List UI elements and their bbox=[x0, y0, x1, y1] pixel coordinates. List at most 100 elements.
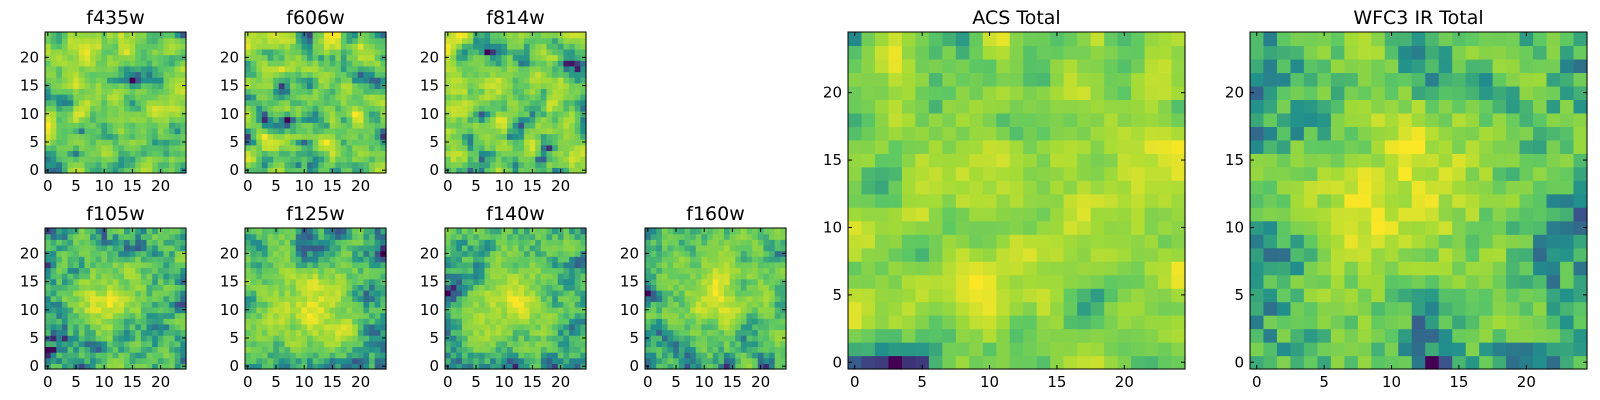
y-tick-label: 5 bbox=[229, 329, 239, 347]
heatmap-cell bbox=[123, 43, 131, 50]
heatmap-cell bbox=[569, 122, 576, 129]
heatmap-cell bbox=[50, 312, 57, 319]
heatmap-cell bbox=[301, 244, 308, 252]
heatmap-cell bbox=[169, 346, 176, 353]
heatmap-cell bbox=[90, 273, 97, 280]
heatmap-cell bbox=[318, 312, 325, 319]
heatmap-cell bbox=[512, 323, 519, 331]
heatmap-cell bbox=[340, 239, 348, 246]
heatmap-cell bbox=[684, 295, 691, 302]
heatmap-cell bbox=[1063, 301, 1078, 316]
heatmap-cell bbox=[955, 261, 970, 276]
heatmap-cell bbox=[112, 250, 119, 257]
heatmap-cell bbox=[690, 250, 697, 257]
heatmap-cell bbox=[1063, 193, 1078, 208]
heatmap-cell bbox=[888, 207, 903, 222]
heatmap-cell bbox=[335, 37, 342, 44]
heatmap-cell bbox=[95, 239, 102, 246]
heatmap-cell bbox=[461, 139, 469, 146]
heatmap-cell bbox=[174, 278, 181, 285]
heatmap-cell bbox=[1050, 328, 1065, 343]
heatmap-cell bbox=[323, 267, 331, 274]
heatmap-cell bbox=[701, 295, 708, 302]
heatmap-cell bbox=[507, 144, 514, 152]
heatmap-cell bbox=[769, 312, 776, 319]
heatmap-cell bbox=[135, 261, 142, 269]
heatmap-cell bbox=[273, 150, 280, 157]
heatmap-cell bbox=[563, 318, 570, 325]
heatmap-cell bbox=[1063, 247, 1078, 262]
heatmap-cell bbox=[473, 340, 480, 348]
heatmap-cell bbox=[307, 318, 314, 325]
heatmap-cell bbox=[140, 122, 148, 129]
heatmap-cell bbox=[656, 290, 663, 297]
heatmap-cell bbox=[335, 94, 342, 101]
heatmap-cell bbox=[335, 239, 342, 246]
heatmap-cell bbox=[152, 133, 159, 140]
heatmap-cell bbox=[346, 352, 353, 359]
heatmap-cell bbox=[569, 65, 576, 73]
heatmap-cell bbox=[380, 323, 387, 331]
heatmap-cell bbox=[374, 273, 381, 280]
heatmap-cell bbox=[473, 139, 480, 146]
heatmap-cell bbox=[540, 284, 548, 291]
heatmap-cell bbox=[357, 77, 365, 84]
heatmap-cell bbox=[718, 284, 725, 291]
heatmap-cell bbox=[678, 261, 686, 269]
heatmap-cell bbox=[363, 273, 370, 280]
heatmap-cell bbox=[495, 357, 502, 364]
heatmap-cell bbox=[95, 60, 102, 67]
heatmap-cell bbox=[284, 357, 291, 364]
heatmap-cell bbox=[312, 273, 319, 280]
heatmap-cell bbox=[312, 363, 319, 370]
heatmap-cell bbox=[695, 267, 702, 274]
heatmap-cell bbox=[357, 105, 365, 112]
heatmap-cell bbox=[569, 340, 576, 348]
heatmap-cell bbox=[73, 267, 80, 274]
heatmap-cell bbox=[650, 273, 657, 280]
heatmap-cell bbox=[323, 127, 331, 135]
heatmap-cell bbox=[157, 301, 165, 308]
heatmap-cell bbox=[656, 233, 663, 240]
heatmap-cell bbox=[735, 363, 742, 370]
heatmap-cell bbox=[563, 323, 570, 331]
heatmap-cell bbox=[140, 105, 148, 112]
heatmap-cell bbox=[112, 167, 119, 174]
heatmap-cell bbox=[982, 220, 997, 235]
heatmap-cell bbox=[518, 273, 525, 280]
heatmap-cell bbox=[574, 37, 581, 44]
heatmap-cell bbox=[718, 312, 725, 319]
heatmap-cell bbox=[580, 77, 587, 84]
heatmap-cell bbox=[690, 278, 697, 285]
heatmap-cell bbox=[1117, 274, 1132, 289]
heatmap-cell bbox=[380, 71, 387, 78]
heatmap-cell bbox=[874, 274, 890, 289]
heatmap-cell bbox=[250, 167, 257, 174]
heatmap-cell bbox=[84, 363, 91, 370]
heatmap-cell bbox=[374, 94, 381, 101]
heatmap-cell bbox=[563, 105, 570, 112]
heatmap-cell bbox=[380, 94, 387, 101]
heatmap-cell bbox=[123, 239, 131, 246]
heatmap-cell bbox=[295, 244, 302, 252]
heatmap-cell bbox=[746, 284, 753, 291]
heatmap-cell bbox=[256, 323, 263, 331]
heatmap-cell bbox=[140, 150, 148, 157]
heatmap-cell bbox=[512, 357, 519, 364]
heatmap-cell bbox=[752, 228, 759, 235]
heatmap-cell bbox=[473, 352, 480, 359]
heatmap-cell bbox=[112, 133, 119, 140]
heatmap-cell bbox=[1158, 274, 1173, 289]
heatmap-cell bbox=[329, 161, 336, 168]
heatmap-cell bbox=[318, 278, 325, 285]
heatmap-cell bbox=[278, 54, 286, 61]
heatmap-cell bbox=[729, 278, 736, 285]
heatmap-cell bbox=[650, 239, 657, 246]
heatmap-cell bbox=[501, 335, 508, 342]
heatmap-cell bbox=[157, 65, 165, 73]
heatmap-cell bbox=[278, 312, 286, 319]
heatmap-cell bbox=[780, 261, 787, 269]
heatmap-cell bbox=[450, 77, 457, 84]
heatmap-cell bbox=[552, 71, 559, 78]
